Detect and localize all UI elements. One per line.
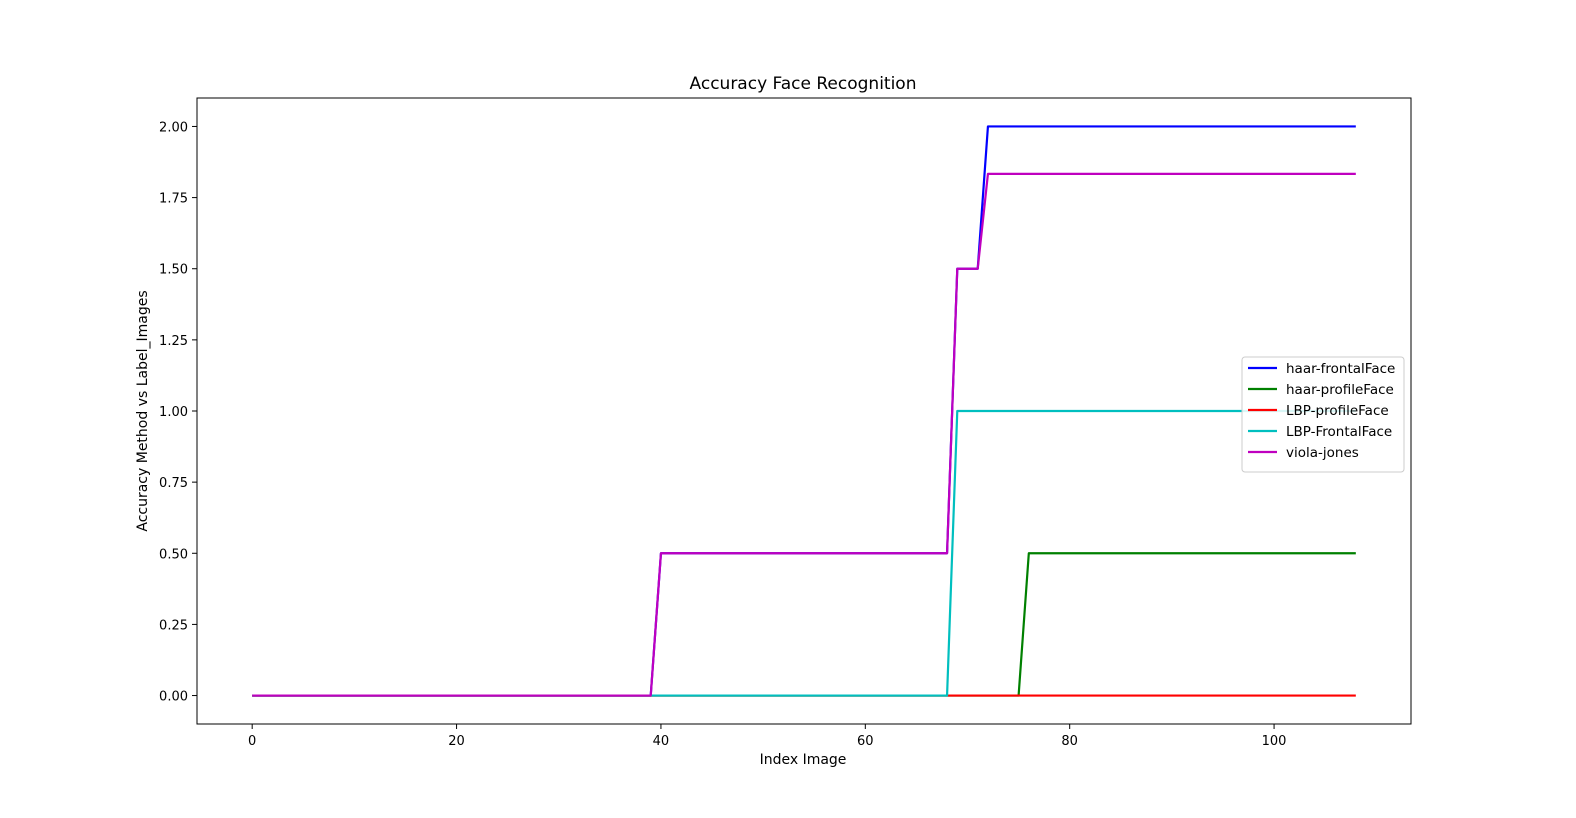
y-tick-label: 2.00 [159, 120, 188, 135]
x-tick-label: 20 [448, 734, 465, 749]
legend-label: LBP-FrontalFace [1286, 424, 1392, 440]
series-line-viola-jones [252, 172, 1356, 697]
chart-title: Accuracy Face Recognition [690, 74, 917, 94]
series-layer [252, 125, 1356, 697]
y-tick-label: 0.75 [159, 476, 188, 491]
y-tick-label: 1.00 [159, 405, 188, 420]
x-tick-label: 60 [857, 734, 874, 749]
y-tick-label: 1.75 [159, 192, 188, 207]
x-axis: 0 20 40 60 80 100 [248, 724, 1286, 749]
legend-label: viola-jones [1286, 445, 1359, 461]
y-axis: 0.00 0.25 0.50 0.75 1.00 1.25 1.50 1.75 2.00 [159, 120, 197, 705]
x-tick-label: 40 [653, 734, 670, 749]
legend-label: LBP-profileFace [1286, 403, 1389, 419]
legend: haar-frontalFace haar-profileFace LBP-prof… [1241, 356, 1405, 473]
legend-label: haar-profileFace [1286, 382, 1394, 398]
x-tick-label: 100 [1262, 734, 1287, 749]
legend-label: haar-frontalFace [1286, 361, 1395, 377]
y-tick-label: 0.25 [159, 618, 188, 633]
y-tick-label: 1.25 [159, 334, 188, 349]
x-tick-label: 0 [248, 734, 256, 749]
x-axis-title: Index Image [760, 752, 847, 768]
y-tick-label: 0.00 [159, 690, 188, 705]
y-tick-label: 0.50 [159, 547, 188, 562]
x-tick-label: 80 [1061, 734, 1078, 749]
y-tick-label: 1.50 [159, 263, 188, 278]
y-axis-title: Accuracy Method vs Label_Images [135, 290, 151, 531]
legend-box [1241, 356, 1405, 473]
